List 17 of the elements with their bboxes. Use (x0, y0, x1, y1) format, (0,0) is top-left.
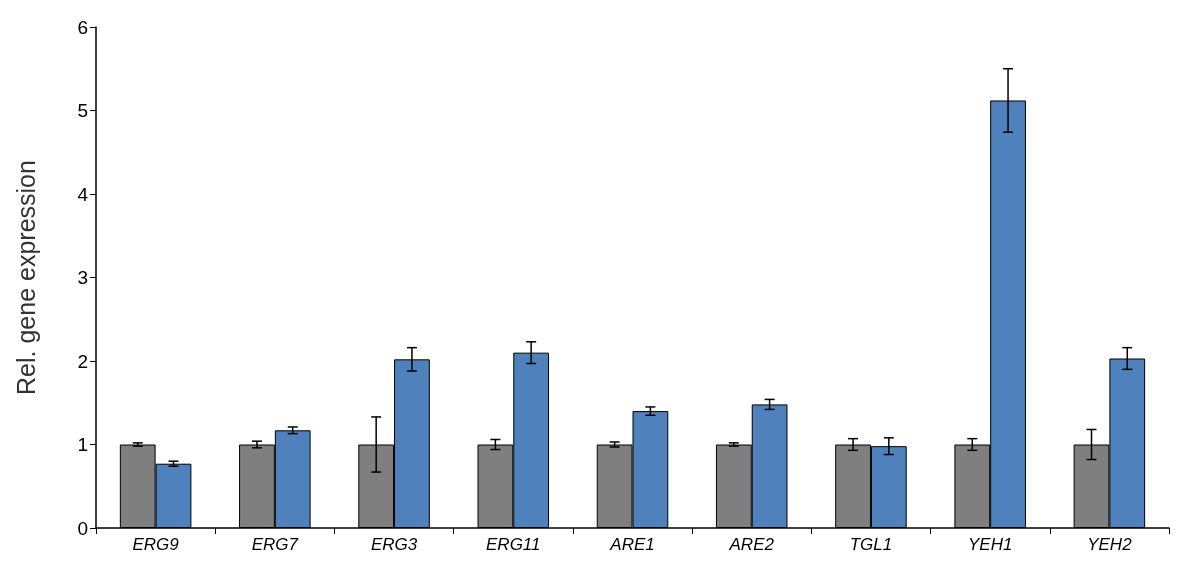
x-tick-label: ARE1 (609, 535, 655, 554)
x-tick-label: ARE2 (728, 535, 775, 554)
x-tick-label: ERG3 (370, 535, 418, 554)
y-tick-label: 6 (77, 16, 88, 38)
x-tick-label: TGL1 (849, 535, 893, 554)
y-axis-title: Rel. gene expression (11, 160, 40, 395)
x-tick-label: ERG7 (251, 535, 299, 554)
y-tick-label: 3 (77, 267, 88, 288)
y-tick-label: 4 (77, 183, 89, 205)
x-tick-label: ERG11 (486, 535, 541, 554)
x-tick-label: ERG9 (132, 535, 180, 554)
y-tick-label: 1 (77, 434, 88, 455)
y-tick-label: 5 (77, 100, 88, 121)
x-tick-label: YEH1 (967, 535, 1013, 554)
y-tick-label: 2 (77, 350, 88, 372)
x-tick-label: YEH2 (1087, 535, 1133, 554)
y-tick-label: 0 (77, 517, 88, 539)
